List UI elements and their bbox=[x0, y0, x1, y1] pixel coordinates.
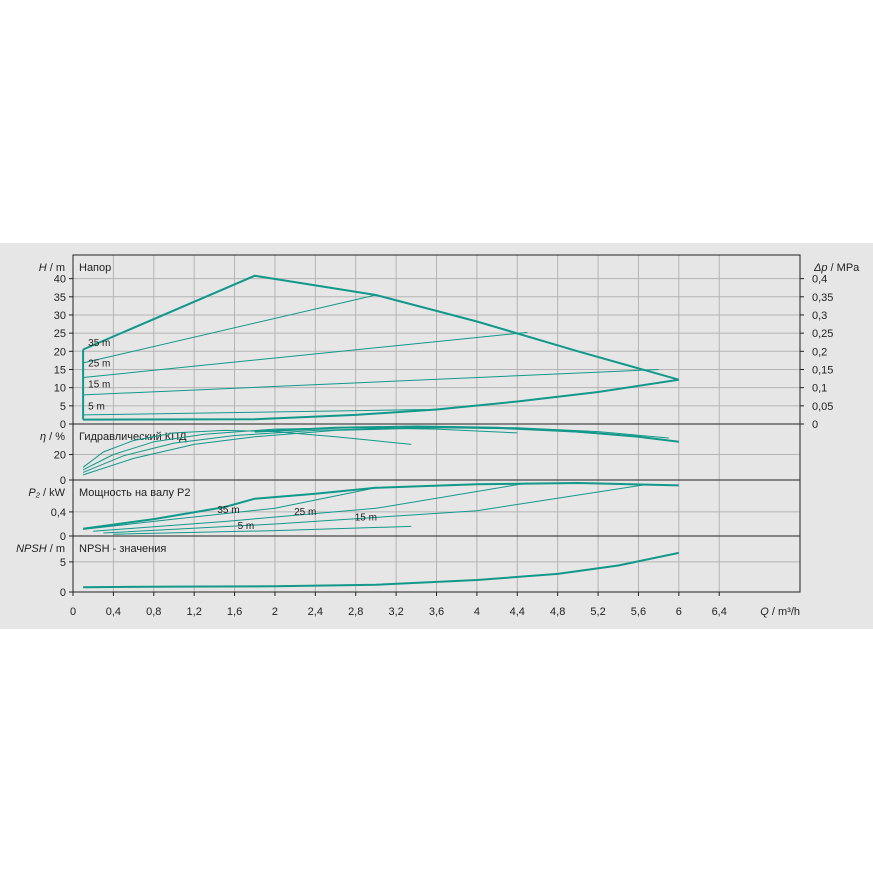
x-axis-label: Q / m³/h bbox=[760, 606, 800, 618]
right-tick-label: 0,4 bbox=[812, 274, 827, 286]
y-axis-var: η bbox=[40, 431, 46, 443]
panel-title: Мощность на валу P2 bbox=[79, 487, 191, 499]
pump-curve-chart: 0 5 10 15 20 25 30 35 40 0 0,05 0,1 0,15 0,2 0,25 0,3 0,… bbox=[0, 243, 873, 629]
y-tick-label: 10 bbox=[54, 383, 66, 395]
x-tick-label: 0,8 bbox=[146, 606, 161, 618]
x-axis-var: Q bbox=[760, 606, 769, 618]
curve-head-3 bbox=[82, 294, 377, 364]
y-axis-unit: / % bbox=[46, 431, 65, 443]
y-axis-label: P₂ / kW bbox=[28, 487, 65, 499]
x-axis-unit: / m³/h bbox=[769, 606, 800, 618]
y-tick-label: 20 bbox=[54, 450, 66, 462]
right-tick-label: 0,15 bbox=[812, 364, 833, 376]
x-tick-label: 4,4 bbox=[510, 606, 525, 618]
y-tick-label: 15 bbox=[54, 364, 66, 376]
curve-label: 25 m bbox=[294, 507, 316, 518]
curve-efficiency-3 bbox=[82, 427, 669, 473]
right-tick-label: 0,35 bbox=[812, 292, 833, 304]
curve-label: 15 m bbox=[88, 380, 110, 391]
curve-efficiency-1 bbox=[82, 429, 412, 468]
right-axis-label: Δp / MPa bbox=[813, 262, 860, 274]
right-axis-var: Δp bbox=[813, 262, 828, 274]
curve-power-0 bbox=[82, 482, 679, 530]
x-tick-label: 0 bbox=[70, 606, 76, 618]
y-tick-label: 0,4 bbox=[51, 507, 66, 519]
y-tick-label: 0 bbox=[60, 531, 66, 543]
panel-title: Гидравлический КПД bbox=[79, 431, 187, 443]
y-tick-label: 0 bbox=[60, 475, 66, 487]
right-tick-label: 0,3 bbox=[812, 310, 827, 322]
y-tick-label: 5 bbox=[60, 401, 66, 413]
curve-efficiency-2 bbox=[82, 427, 518, 471]
right-tick-label: 0,1 bbox=[812, 383, 827, 395]
panel-title: NPSH - значения bbox=[79, 543, 166, 555]
y-tick-label: 40 bbox=[54, 274, 66, 286]
curve-head-6 bbox=[83, 409, 427, 416]
x-tick-label: 1,2 bbox=[187, 606, 202, 618]
y-tick-label: 20 bbox=[54, 346, 66, 358]
y-axis-unit: / m bbox=[47, 543, 65, 555]
curve-label: 5 m bbox=[238, 521, 255, 532]
curve-label: 5 m bbox=[88, 401, 105, 412]
x-tick-label: 2,4 bbox=[308, 606, 323, 618]
right-tick-label: 0,25 bbox=[812, 328, 833, 340]
x-tick-label: 5,2 bbox=[590, 606, 605, 618]
x-tick-label: 6,4 bbox=[712, 606, 727, 618]
curve-power-3 bbox=[103, 483, 649, 534]
y-axis-var: NPSH bbox=[16, 543, 47, 555]
curve-head-5 bbox=[83, 369, 659, 396]
curve-label: 25 m bbox=[88, 359, 110, 370]
y-tick-label: 35 bbox=[54, 292, 66, 304]
x-tick-label: 3,6 bbox=[429, 606, 444, 618]
curve-head-4 bbox=[83, 331, 528, 378]
panel-title: Напор bbox=[79, 262, 111, 274]
x-tick-label: 6 bbox=[676, 606, 682, 618]
curve-label: 35 m bbox=[88, 338, 110, 349]
y-axis-unit: / m bbox=[47, 262, 65, 274]
right-tick-label: 0,2 bbox=[812, 346, 827, 358]
x-tick-label: 4,8 bbox=[550, 606, 565, 618]
right-tick-label: 0 bbox=[812, 419, 818, 431]
pump-curve-svg: 051015202530354000,050,10,150,20,250,30,… bbox=[16, 254, 860, 618]
x-tick-label: 5,6 bbox=[631, 606, 646, 618]
right-tick-label: 0,05 bbox=[812, 401, 833, 413]
y-axis-label: H / m bbox=[39, 262, 65, 274]
y-axis-unit: / kW bbox=[40, 487, 66, 499]
y-axis-label: NPSH / m bbox=[16, 543, 65, 555]
y-tick-label: 0 bbox=[60, 587, 66, 599]
curve-power-2 bbox=[93, 482, 528, 532]
curve-head-0 bbox=[82, 274, 680, 381]
y-axis-var: H bbox=[39, 262, 47, 274]
x-tick-label: 2,8 bbox=[348, 606, 363, 618]
y-tick-label: 0 bbox=[60, 419, 66, 431]
x-tick-label: 2 bbox=[272, 606, 278, 618]
x-tick-label: 4 bbox=[474, 606, 480, 618]
curve-head-1 bbox=[83, 378, 679, 421]
x-tick-label: 1,6 bbox=[227, 606, 242, 618]
y-tick-label: 25 bbox=[54, 328, 66, 340]
curve-power-1 bbox=[83, 487, 376, 530]
curve-label: 15 m bbox=[355, 512, 377, 523]
curve-npsh-0 bbox=[83, 551, 680, 589]
y-tick-label: 5 bbox=[60, 557, 66, 569]
x-tick-label: 0,4 bbox=[106, 606, 121, 618]
y-tick-label: 30 bbox=[54, 310, 66, 322]
curve-power-4 bbox=[113, 525, 412, 535]
y-axis-label: η / % bbox=[40, 431, 65, 443]
right-axis-unit: / MPa bbox=[828, 262, 861, 274]
curve-label: 35 m bbox=[217, 505, 239, 516]
curve-efficiency-4 bbox=[82, 427, 679, 476]
y-axis-var: P₂ bbox=[28, 487, 40, 499]
x-tick-label: 3,2 bbox=[388, 606, 403, 618]
